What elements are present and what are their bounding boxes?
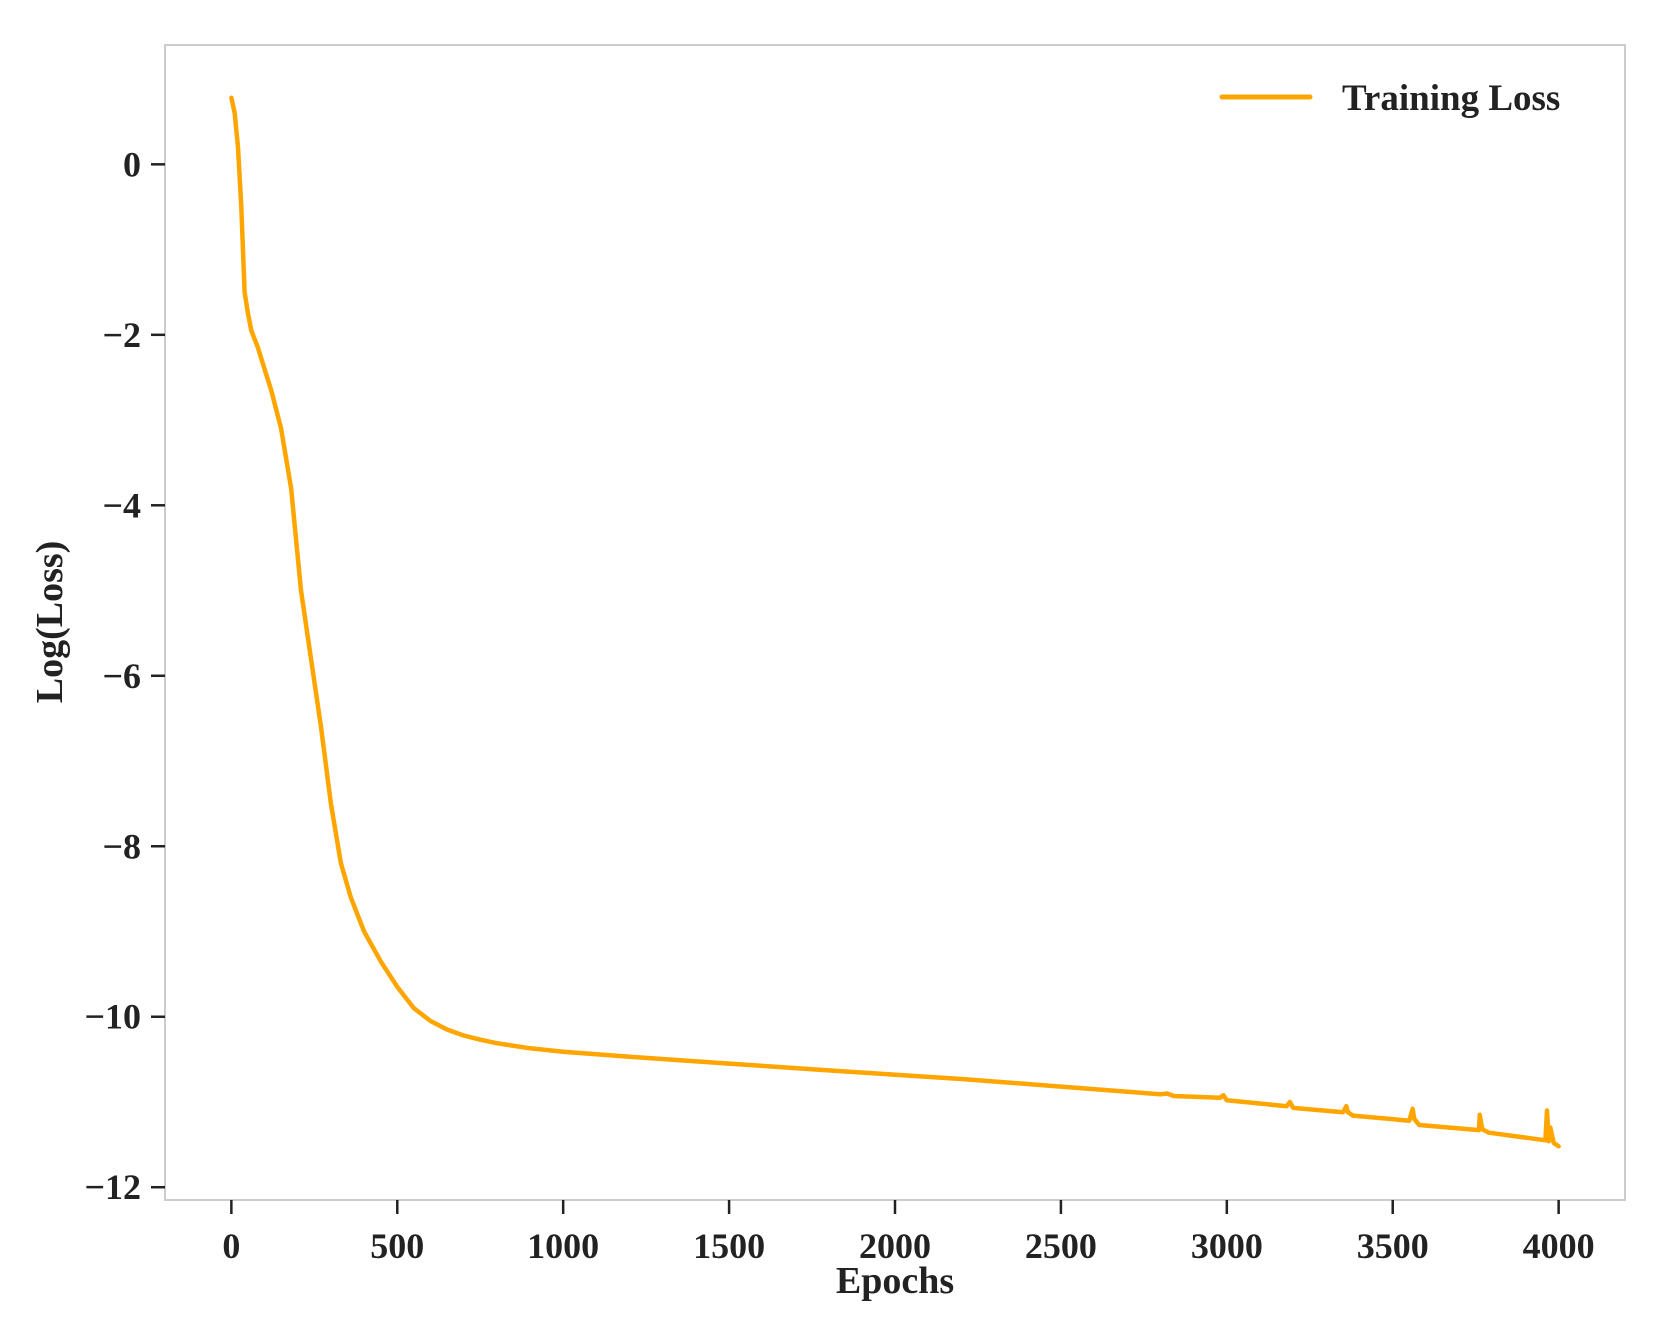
y-tick-label: −2 bbox=[102, 315, 141, 355]
x-tick-label: 2000 bbox=[859, 1226, 931, 1266]
x-tick-label: 1000 bbox=[527, 1226, 599, 1266]
x-tick-label: 4000 bbox=[1523, 1226, 1595, 1266]
x-tick-label: 3500 bbox=[1357, 1226, 1429, 1266]
y-tick-label: −6 bbox=[102, 656, 141, 696]
x-tick-label: 2500 bbox=[1025, 1226, 1097, 1266]
legend-label: Training Loss bbox=[1342, 78, 1560, 119]
y-axis-ticks: 0 −2 −4 −6 −8 −10 −12 bbox=[84, 144, 165, 1207]
y-tick-label: −12 bbox=[84, 1167, 141, 1207]
x-axis-ticks: 0 500 1000 1500 2000 2500 3000 3500 4000 bbox=[222, 1200, 1595, 1266]
y-tick-label: −8 bbox=[102, 826, 141, 866]
x-tick-label: 1500 bbox=[693, 1226, 765, 1266]
x-tick-label: 500 bbox=[370, 1226, 424, 1266]
x-tick-label: 0 bbox=[222, 1226, 240, 1266]
legend: Training Loss bbox=[1219, 78, 1560, 119]
x-tick-label: 3000 bbox=[1191, 1226, 1263, 1266]
x-axis-label: Epochs bbox=[836, 1260, 954, 1302]
y-axis-label: Log(Loss) bbox=[29, 541, 71, 704]
y-tick-label: −10 bbox=[84, 997, 141, 1037]
y-tick-label: 0 bbox=[123, 144, 141, 184]
y-tick-label: −4 bbox=[102, 485, 141, 525]
training-loss-line bbox=[229, 95, 1561, 1149]
plot-frame bbox=[164, 44, 1626, 1201]
